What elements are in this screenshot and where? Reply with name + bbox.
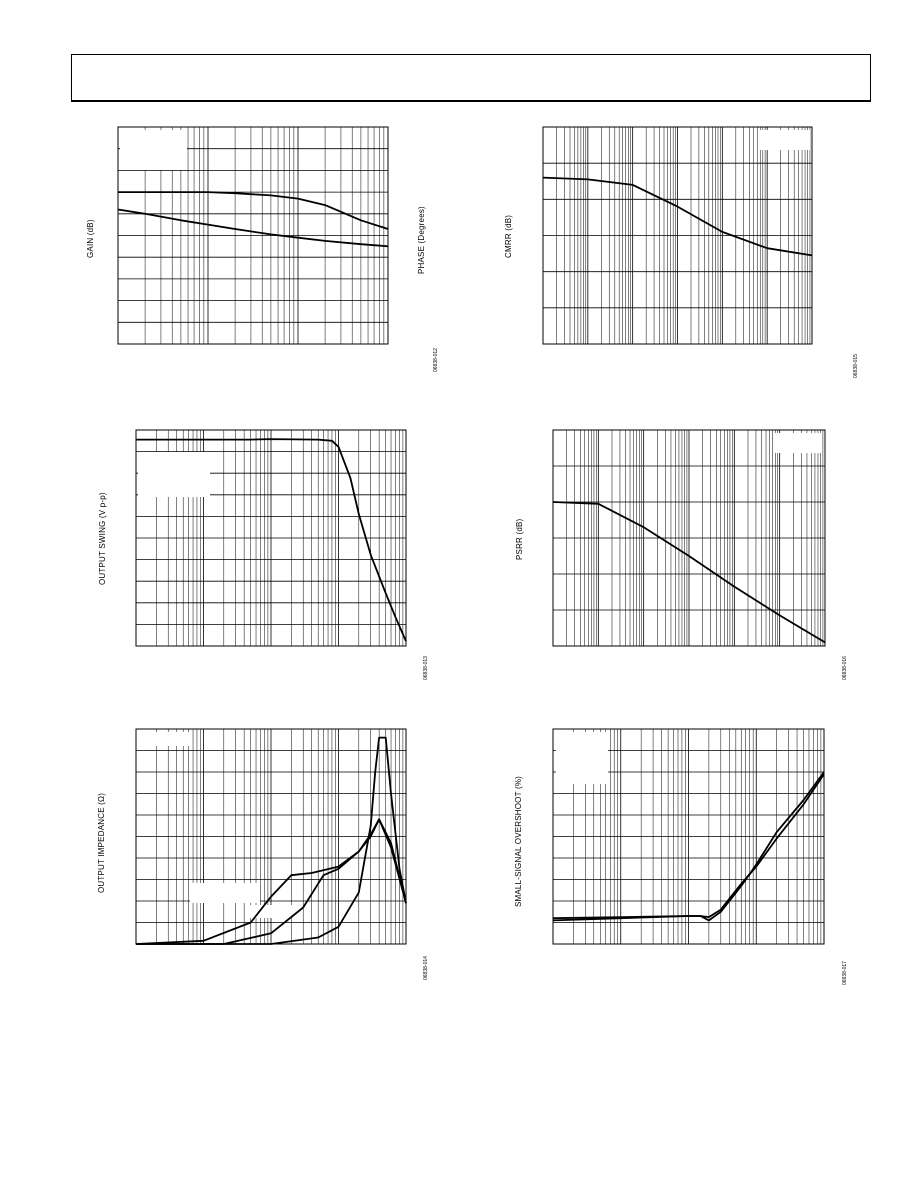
legend-blank — [775, 433, 822, 453]
series-line-1 — [136, 438, 407, 642]
series-line-2 — [117, 208, 389, 248]
page-header-box — [71, 54, 871, 102]
series-line-3 — [136, 736, 407, 945]
plot-frame — [552, 429, 826, 647]
series-line-2 — [552, 773, 825, 922]
legend-blank — [760, 130, 810, 150]
plot-frame — [542, 126, 813, 345]
legend-blank — [190, 883, 260, 903]
series-line-1 — [118, 191, 389, 230]
legend-blank — [140, 732, 190, 746]
plot-frame — [552, 728, 825, 945]
legend-blank — [120, 130, 187, 170]
legend-blank — [556, 732, 608, 784]
overshoot-axis-label: SMALL-SIGNAL OVERSHOOT (%) — [514, 775, 523, 907]
figure-id: 06838-017 — [842, 961, 848, 985]
plot-frame — [135, 429, 407, 647]
legend-blank — [138, 452, 210, 497]
series-line-2 — [136, 818, 407, 945]
series-line-1 — [552, 501, 826, 644]
plot-frame — [117, 126, 389, 345]
series-line-1 — [542, 176, 813, 257]
